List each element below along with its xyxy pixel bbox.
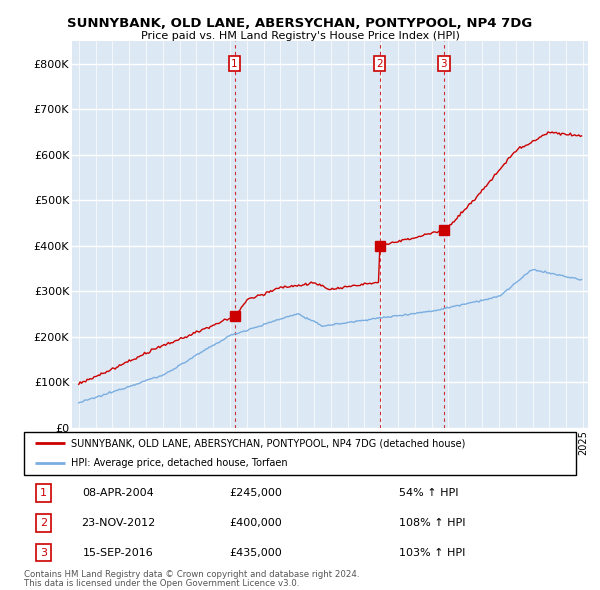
- Text: 3: 3: [440, 58, 447, 68]
- Text: SUNNYBANK, OLD LANE, ABERSYCHAN, PONTYPOOL, NP4 7DG: SUNNYBANK, OLD LANE, ABERSYCHAN, PONTYPO…: [67, 17, 533, 30]
- Text: £400,000: £400,000: [229, 518, 282, 527]
- Text: 108% ↑ HPI: 108% ↑ HPI: [400, 518, 466, 527]
- Text: 1: 1: [231, 58, 238, 68]
- Text: Contains HM Land Registry data © Crown copyright and database right 2024.: Contains HM Land Registry data © Crown c…: [24, 570, 359, 579]
- Text: 08-APR-2004: 08-APR-2004: [82, 488, 154, 498]
- Text: 54% ↑ HPI: 54% ↑ HPI: [400, 488, 459, 498]
- Text: 15-SEP-2016: 15-SEP-2016: [82, 548, 153, 558]
- Text: 23-NOV-2012: 23-NOV-2012: [81, 518, 155, 527]
- Text: 1: 1: [40, 488, 47, 498]
- Text: £435,000: £435,000: [229, 548, 282, 558]
- Text: 3: 3: [40, 548, 47, 558]
- Text: 2: 2: [376, 58, 383, 68]
- Text: SUNNYBANK, OLD LANE, ABERSYCHAN, PONTYPOOL, NP4 7DG (detached house): SUNNYBANK, OLD LANE, ABERSYCHAN, PONTYPO…: [71, 438, 465, 448]
- Text: £245,000: £245,000: [229, 488, 282, 498]
- Text: Price paid vs. HM Land Registry's House Price Index (HPI): Price paid vs. HM Land Registry's House …: [140, 31, 460, 41]
- Text: 103% ↑ HPI: 103% ↑ HPI: [400, 548, 466, 558]
- Text: 2: 2: [40, 518, 47, 527]
- Text: HPI: Average price, detached house, Torfaen: HPI: Average price, detached house, Torf…: [71, 458, 287, 468]
- Text: This data is licensed under the Open Government Licence v3.0.: This data is licensed under the Open Gov…: [24, 579, 299, 588]
